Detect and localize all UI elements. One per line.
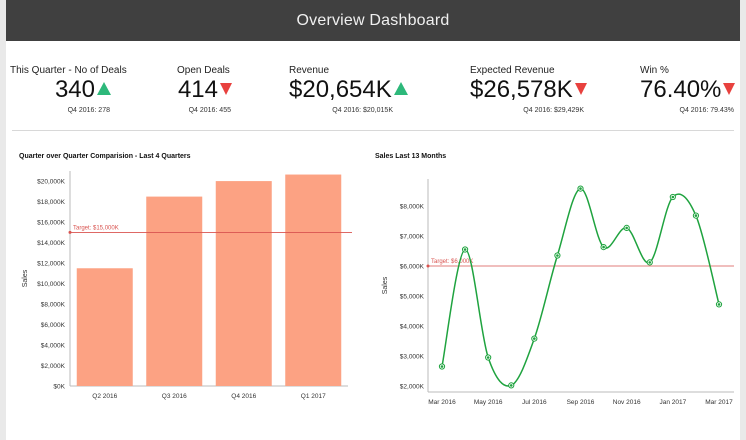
bar-q4-2016[interactable] — [215, 181, 272, 386]
x-tick-label: Q3 2016 — [162, 393, 187, 400]
data-point-aug-2016[interactable] — [554, 252, 561, 259]
data-point-jun-2016[interactable] — [508, 382, 515, 389]
target-label: Target: $6,000K — [431, 259, 473, 265]
data-point-oct-2016[interactable] — [600, 244, 607, 251]
data-point-nov-2016[interactable] — [623, 224, 630, 231]
dashboard-panel: This Quarter - No of Deals 340 Q4 2016: … — [6, 41, 740, 440]
kpi-expected-revenue[interactable]: Expected Revenue $26,578K Q4 2016: $29,4… — [470, 65, 594, 114]
y-tick-label: $2,000K — [400, 384, 425, 391]
y-tick-label: $3,000K — [400, 354, 425, 361]
trend-down-icon — [723, 82, 736, 95]
sales-13-months-line-chart[interactable]: $2,000K $3,000K $4,000K $5,000K $6,000K $7,00… — [366, 41, 740, 440]
data-point-dot — [694, 214, 698, 217]
y-tick-label: $4,000K — [400, 324, 425, 331]
data-point-dec-2016[interactable] — [646, 259, 653, 266]
target-marker — [426, 264, 430, 268]
x-tick-label: Jul 2016 — [522, 399, 547, 406]
x-tick-label: Q4 2016 — [231, 393, 256, 400]
y-tick-label: $8,000K — [400, 204, 425, 211]
y-tick-label: $6,000K — [400, 264, 425, 271]
data-point-dot — [533, 337, 536, 340]
y-tick-label: $2,000K — [41, 363, 66, 370]
trend-down-icon — [220, 82, 232, 95]
y-tick-label: $18,000K — [37, 199, 65, 206]
bar-q3-2016[interactable] — [146, 196, 203, 386]
trend-up-icon — [97, 82, 111, 96]
trend-up-icon — [393, 82, 408, 96]
bar-chart-title: Quarter over Quarter Comparision - Last … — [19, 153, 191, 160]
x-tick-label: Sep 2016 — [567, 399, 595, 406]
x-tick-label: Q1 2017 — [301, 393, 326, 400]
x-tick-label: Q2 2016 — [92, 393, 117, 400]
data-point-jul-2016[interactable] — [531, 335, 538, 342]
data-point-dot — [486, 356, 490, 359]
data-point-dot — [440, 365, 444, 368]
sales-series-line — [441, 187, 720, 387]
kpi-revenue[interactable]: Revenue $20,654K Q4 2016: $20,015K — [289, 65, 408, 114]
kpi-open-deals[interactable]: Open Deals 414 Q4 2016: 455 — [177, 65, 261, 114]
data-point-mar-2017[interactable] — [715, 301, 723, 308]
kpi-deals-label: This Quarter - No of Deals — [10, 65, 127, 76]
data-point-dot — [579, 187, 582, 190]
data-point-jan-2017[interactable] — [669, 193, 676, 201]
kpi-open-deals-label: Open Deals — [177, 65, 230, 76]
page-title: Overview Dashboard — [6, 0, 740, 41]
y-tick-label: $7,000K — [400, 234, 425, 241]
y-tick-label: $10,000K — [37, 281, 65, 288]
line-chart-title: Sales Last 13 Months — [375, 153, 447, 160]
y-tick-label: $6,000K — [41, 322, 66, 329]
y-tick-label: $5,000K — [400, 294, 425, 301]
data-point-mar-2016[interactable] — [438, 363, 446, 370]
kpi-expected-revenue-previous: Q4 2016: $29,429K — [523, 107, 584, 114]
data-point-dot — [463, 248, 467, 251]
kpi-deals-previous: Q4 2016: 278 — [67, 107, 110, 114]
data-point-dot — [625, 226, 628, 230]
data-point-feb-2017[interactable] — [692, 212, 700, 219]
trend-down-icon — [574, 82, 587, 95]
target-marker — [68, 230, 72, 234]
kpi-revenue-label: Revenue — [289, 65, 330, 76]
x-tick-label: Nov 2016 — [613, 399, 641, 406]
kpi-revenue-previous: Q4 2016: $20,015K — [332, 107, 393, 114]
y-axis-title: Sales — [22, 269, 29, 287]
y-tick-label: $12,000K — [37, 261, 65, 268]
kpi-open-deals-previous: Q4 2016: 455 — [188, 107, 231, 114]
x-tick-label: Mar 2016 — [428, 399, 456, 406]
data-point-dot — [602, 245, 605, 249]
kpi-win-rate-label: Win % — [640, 65, 669, 76]
kpi-expected-revenue-value: $26,578K — [470, 77, 594, 103]
y-tick-label: $4,000K — [41, 343, 66, 350]
quarter-comparison-bar-chart[interactable]: $0K $2,000K $4,000K $6,000K $8,000K $10,000K $… — [6, 41, 366, 440]
y-tick-label: $16,000K — [37, 220, 65, 227]
data-point-dot — [556, 254, 559, 257]
x-tick-label: Mar 2017 — [705, 399, 733, 406]
y-tick-label: $20,000K — [37, 179, 65, 186]
data-point-apr-2016[interactable] — [461, 246, 469, 253]
kpi-open-deals-value: 414 — [177, 77, 261, 103]
kpi-revenue-value: $20,654K — [289, 77, 408, 103]
data-point-dot — [671, 195, 675, 199]
data-point-may-2016[interactable] — [485, 354, 492, 361]
target-label: Target: $15,000K — [73, 225, 119, 231]
y-axis-title: Sales — [382, 276, 389, 294]
kpi-divider — [12, 130, 734, 131]
y-tick-label: $0K — [53, 384, 65, 391]
bar-q1-2017[interactable] — [285, 174, 342, 386]
y-tick-label: $8,000K — [41, 302, 66, 309]
x-tick-label: Jan 2017 — [659, 399, 686, 406]
kpi-expected-revenue-label: Expected Revenue — [470, 65, 555, 76]
bar-q2-2016[interactable] — [76, 268, 133, 386]
kpi-deals-value: 340 — [10, 77, 122, 103]
kpi-win-rate-previous: Q4 2016: 79.43% — [679, 107, 735, 114]
data-point-dot — [717, 303, 721, 306]
x-tick-label: May 2016 — [474, 399, 503, 406]
kpi-win-rate[interactable]: Win % 76.40% Q4 2016: 79.43% — [640, 65, 736, 114]
data-point-sep-2016[interactable] — [577, 185, 584, 192]
kpi-deals[interactable]: This Quarter - No of Deals 340 Q4 2016: … — [10, 65, 127, 114]
data-point-dot — [648, 261, 652, 264]
y-tick-label: $14,000K — [37, 240, 65, 247]
kpi-win-rate-value: 76.40% — [640, 77, 736, 103]
data-point-dot — [509, 384, 513, 387]
